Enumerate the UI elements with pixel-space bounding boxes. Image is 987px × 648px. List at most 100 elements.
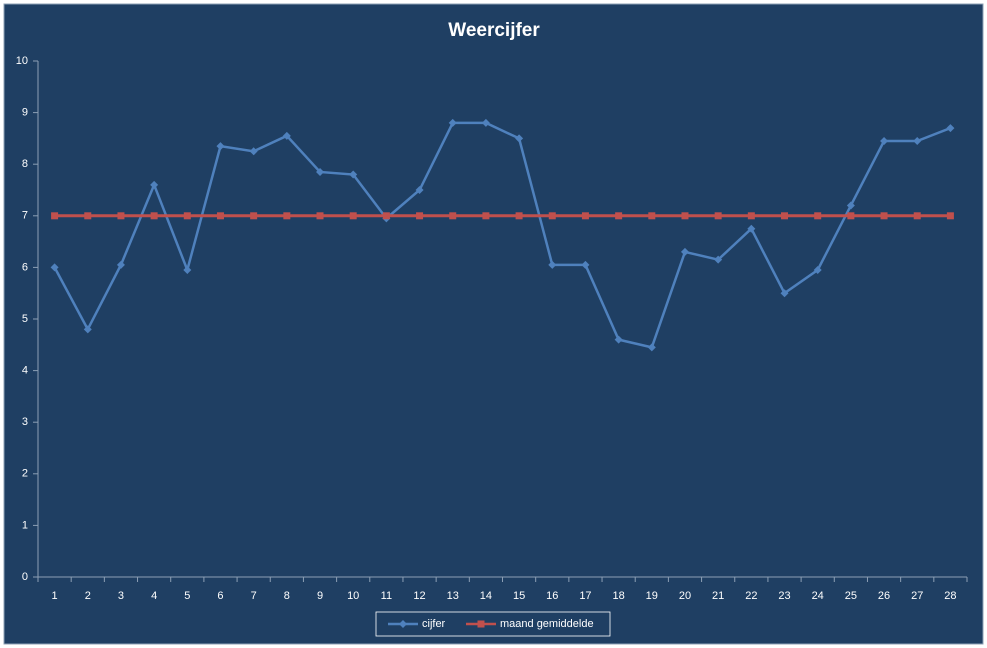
- x-tick-label: 26: [878, 590, 890, 602]
- x-tick-label: 6: [217, 590, 223, 602]
- x-tick-label: 4: [151, 590, 157, 602]
- legend-label: cijfer: [422, 618, 446, 630]
- data-point: [781, 212, 789, 220]
- legend-swatch-marker: [399, 620, 407, 628]
- data-point: [349, 170, 358, 179]
- data-point: [183, 212, 191, 220]
- data-point: [747, 224, 756, 233]
- y-tick-label: 4: [22, 365, 28, 377]
- x-tick-label: 2: [85, 590, 91, 602]
- data-point: [415, 186, 424, 194]
- data-point: [714, 212, 722, 220]
- data-point: [51, 212, 59, 220]
- data-point: [880, 136, 889, 145]
- x-tick-label: 20: [679, 590, 691, 602]
- data-point: [714, 255, 723, 264]
- x-tick-label: 5: [184, 590, 190, 602]
- data-point: [647, 343, 656, 352]
- data-point: [813, 265, 822, 274]
- x-tick-label: 7: [251, 590, 257, 602]
- x-tick-label: 1: [52, 590, 58, 602]
- data-point: [847, 212, 855, 220]
- y-tick-label: 2: [22, 468, 28, 480]
- data-point: [482, 212, 490, 220]
- data-point: [648, 212, 656, 220]
- data-point: [449, 212, 457, 220]
- y-tick-label: 1: [22, 519, 28, 531]
- x-tick-label: 3: [118, 590, 124, 602]
- x-tick-label: 16: [546, 590, 558, 602]
- data-point: [946, 212, 954, 220]
- data-point: [416, 212, 424, 220]
- data-point: [50, 263, 59, 272]
- data-point: [250, 212, 258, 220]
- data-point: [216, 142, 225, 151]
- data-point: [946, 124, 955, 133]
- data-point: [581, 260, 590, 269]
- y-tick-label: 5: [22, 313, 28, 325]
- data-point: [481, 118, 490, 127]
- y-tick-label: 6: [22, 261, 28, 273]
- legend-swatch-marker: [477, 620, 485, 628]
- x-tick-label: 9: [317, 590, 323, 602]
- data-point: [615, 212, 623, 220]
- data-point: [282, 131, 291, 140]
- data-point: [548, 260, 557, 269]
- x-tick-label: 17: [579, 590, 591, 602]
- data-point: [83, 325, 92, 334]
- data-point: [382, 212, 390, 220]
- y-tick-label: 7: [22, 210, 28, 222]
- data-point: [249, 147, 258, 156]
- y-tick-label: 9: [22, 107, 28, 119]
- data-point: [216, 212, 224, 220]
- data-point: [680, 247, 689, 256]
- legend-box: [375, 611, 611, 637]
- data-point: [747, 212, 755, 220]
- data-point: [150, 212, 158, 220]
- y-tick-label: 0: [22, 571, 28, 583]
- data-point: [581, 212, 589, 220]
- chart-title: Weercijfer: [448, 20, 540, 41]
- data-point: [448, 118, 457, 127]
- data-point: [880, 212, 888, 220]
- data-point: [117, 212, 125, 220]
- data-point: [349, 212, 357, 220]
- data-point: [681, 212, 689, 220]
- x-tick-label: 25: [845, 590, 857, 602]
- y-tick-label: 3: [22, 416, 28, 428]
- legend-label: maand gemiddelde: [500, 618, 594, 630]
- data-point: [548, 212, 556, 220]
- x-tick-label: 21: [712, 590, 724, 602]
- x-tick-label: 8: [284, 590, 290, 602]
- data-point: [814, 212, 822, 220]
- x-tick-label: 22: [745, 590, 757, 602]
- x-tick-label: 27: [911, 590, 923, 602]
- series-line: [53, 121, 951, 349]
- data-point: [316, 167, 325, 176]
- x-tick-label: 12: [413, 590, 425, 602]
- x-tick-label: 15: [513, 590, 525, 602]
- data-point: [780, 289, 789, 298]
- data-point: [515, 134, 524, 143]
- y-tick-label: 10: [16, 55, 28, 67]
- data-point: [614, 335, 623, 344]
- x-tick-label: 18: [613, 590, 625, 602]
- x-tick-label: 11: [381, 590, 392, 602]
- data-point: [84, 212, 92, 220]
- x-tick-label: 13: [447, 590, 459, 602]
- data-point: [150, 180, 159, 189]
- chart-background: [3, 3, 984, 645]
- x-tick-label: 23: [778, 590, 790, 602]
- x-tick-label: 19: [646, 590, 658, 602]
- data-point: [316, 212, 324, 220]
- data-point: [116, 260, 125, 269]
- x-tick-label: 14: [480, 590, 492, 602]
- data-point: [183, 265, 192, 274]
- data-point: [913, 212, 921, 220]
- y-tick-label: 8: [22, 158, 28, 170]
- x-tick-label: 24: [812, 590, 824, 602]
- x-tick-label: 10: [347, 590, 359, 602]
- data-point: [913, 136, 922, 145]
